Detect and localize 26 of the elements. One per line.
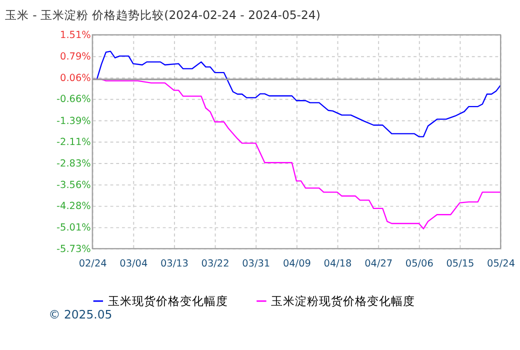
y-tick-label: 0.06% (60, 72, 91, 84)
x-tick-label: 03/22 (201, 258, 230, 270)
y-tick-label: -2.83% (56, 158, 91, 170)
x-tick-label: 05/15 (446, 258, 474, 270)
x-tick-label: 04/18 (324, 258, 352, 270)
x-tick-label: 02/24 (78, 258, 107, 270)
y-tick-label: -2.11% (56, 137, 91, 148)
x-tick-label: 03/04 (120, 258, 148, 270)
y-tick-label: -3.56% (56, 180, 91, 191)
x-tick-label: 05/06 (405, 258, 434, 270)
y-tick-label: -5.01% (56, 222, 91, 234)
chart-title: 玉米 - 玉米淀粉 价格趋势比较(2024-02-24 - 2024-05-24) (4, 8, 320, 22)
y-tick-label: -1.39% (56, 116, 91, 127)
y-tick-label: -0.66% (56, 94, 91, 106)
x-tick-label: 03/31 (242, 258, 270, 270)
legend-label: 玉米淀粉现货价格变化幅度 (271, 294, 416, 308)
text: © 2025.05 (48, 308, 112, 322)
x-tick-label: 04/27 (364, 258, 393, 270)
y-tick-label: 0.79% (60, 51, 91, 62)
x-tick-label: 04/09 (282, 258, 311, 270)
x-tick-label: 05/24 (487, 258, 516, 270)
y-tick-label: -5.73% (56, 244, 91, 255)
y-tick-label: 1.51% (60, 30, 91, 42)
x-tick-label: 03/13 (160, 258, 188, 270)
legend-label: 玉米现货价格变化幅度 (108, 294, 228, 308)
y-tick-label: -4.28% (56, 201, 91, 212)
